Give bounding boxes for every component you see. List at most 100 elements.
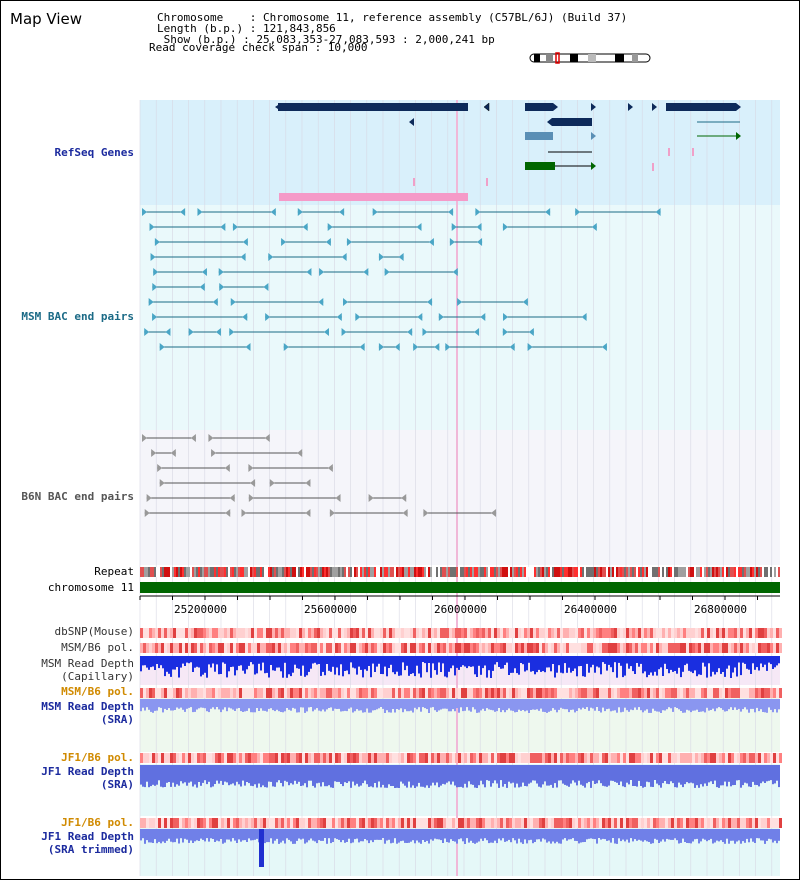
depth-bar [516, 829, 518, 844]
heat-cell [161, 688, 164, 698]
heat-cell [491, 628, 494, 638]
depth-bar [756, 699, 758, 708]
track-label-repeat[interactable]: Repeat [94, 565, 134, 578]
track-label-jf1-pol-1[interactable]: JF1/B6 pol. [61, 751, 134, 764]
heat-cell [335, 643, 338, 653]
depth-bar [326, 656, 328, 664]
heat-cell [560, 753, 563, 763]
depth-bar [430, 829, 432, 840]
depth-bar [630, 765, 632, 780]
track-label-b6n-bac[interactable]: B6N BAC end pairs [21, 490, 134, 503]
depth-bar [442, 656, 444, 664]
depth-bar [594, 699, 596, 711]
depth-bar [500, 656, 502, 669]
depth-bar [428, 829, 430, 844]
depth-bar [218, 656, 220, 675]
heat-cell [617, 643, 620, 653]
heat-cell [752, 643, 755, 653]
repeat-segment [454, 567, 456, 577]
depth-bar [504, 829, 506, 842]
depth-bar [502, 699, 504, 711]
depth-bar [388, 699, 390, 713]
heat-cell [233, 688, 236, 698]
repeat-segment [584, 567, 586, 577]
repeat-segment [254, 567, 256, 577]
heat-cell [563, 818, 566, 828]
heat-cell [176, 688, 179, 698]
depth-bar [408, 699, 410, 712]
bac-end-marker [240, 253, 246, 261]
heat-cell [317, 818, 320, 828]
heat-cell [641, 643, 644, 653]
depth-bar [540, 656, 542, 672]
depth-bar [274, 699, 276, 712]
heat-cell [326, 818, 329, 828]
heat-cell [302, 628, 305, 638]
heat-cell [416, 643, 419, 653]
heat-cell [587, 818, 590, 828]
depth-bar [254, 699, 256, 713]
repeat-segment [756, 567, 758, 577]
depth-bar [604, 656, 606, 664]
heat-cell [530, 643, 533, 653]
track-label-chromosome[interactable]: chromosome 11 [47, 581, 134, 594]
depth-bar [572, 765, 574, 781]
heat-cell [563, 643, 566, 653]
depth-bar [708, 765, 710, 783]
heat-cell [698, 818, 701, 828]
depth-bar [494, 829, 496, 841]
heat-cell [545, 628, 548, 638]
track-label-dbsnp[interactable]: dbSNP(Mouse) [54, 625, 134, 638]
track-label-msm-pol-1[interactable]: MSM/B6 pol. [61, 641, 134, 654]
depth-bar [432, 699, 434, 708]
track-label-msm-depth-cap[interactable]: MSM Read Depth [41, 657, 134, 670]
repeat-segment [744, 567, 746, 577]
depth-bar [714, 829, 716, 843]
heat-cell [500, 688, 503, 698]
heat-cell [146, 688, 149, 698]
repeat-segment [640, 567, 642, 577]
track-label-msm-bac[interactable]: MSM BAC end pairs [21, 310, 134, 323]
bac-end-marker [655, 208, 661, 216]
heat-cell [350, 628, 353, 638]
bac-end-marker [245, 343, 251, 351]
heat-cell [455, 643, 458, 653]
depth-bar [468, 656, 470, 667]
heat-cell [698, 643, 701, 653]
depth-bar [168, 765, 170, 782]
depth-bar [178, 656, 180, 678]
depth-bar [154, 829, 156, 840]
depth-bar [166, 765, 168, 783]
heat-cell [281, 818, 284, 828]
heat-cell [650, 818, 653, 828]
depth-bar [522, 829, 524, 844]
depth-bar [662, 765, 664, 784]
depth-bar [750, 699, 752, 709]
depth-bar [768, 656, 770, 663]
track-label-refseq[interactable]: RefSeq Genes [54, 146, 134, 159]
depth-bar [576, 765, 578, 786]
heat-cell [224, 818, 227, 828]
depth-bar [428, 699, 430, 713]
heat-cell [491, 643, 494, 653]
depth-bar [722, 829, 724, 842]
track-label-msm-pol-2[interactable]: MSM/B6 pol. [61, 685, 134, 698]
heat-cell [500, 753, 503, 763]
track-label-msm-depth-sra[interactable]: MSM Read Depth [41, 700, 134, 713]
depth-bar [684, 656, 686, 666]
depth-bar [208, 699, 210, 713]
heat-cell [779, 753, 782, 763]
depth-bar [140, 829, 142, 841]
depth-bar [178, 699, 180, 709]
depth-bar [372, 829, 374, 843]
depth-bar [358, 656, 360, 667]
track-label-jf1-pol-2[interactable]: JF1/B6 pol. [61, 816, 134, 829]
heat-cell [245, 643, 248, 653]
track-label-jf1-depth-sra[interactable]: JF1 Read Depth [41, 765, 134, 778]
heat-cell [470, 643, 473, 653]
depth-bar [604, 765, 606, 787]
track-label-jf1-depth-trim[interactable]: JF1 Read Depth [41, 830, 134, 843]
depth-bar [664, 699, 666, 711]
depth-bar [708, 699, 710, 711]
